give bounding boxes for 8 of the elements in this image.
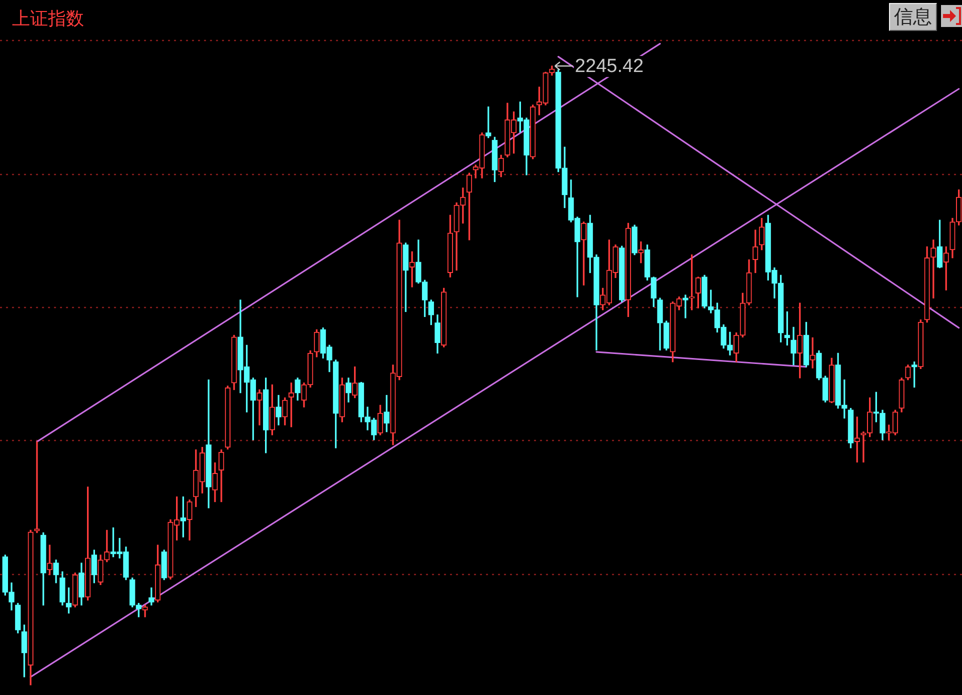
candlestick: [682, 294, 688, 318]
candlestick: [860, 431, 866, 462]
chart-title: 上证指数: [12, 8, 84, 30]
annotation: 2245.42: [574, 56, 644, 78]
info-button: 信息: [889, 3, 937, 31]
candlestick: [256, 389, 262, 426]
candlestick: [638, 241, 644, 264]
candlestick: [409, 251, 415, 288]
